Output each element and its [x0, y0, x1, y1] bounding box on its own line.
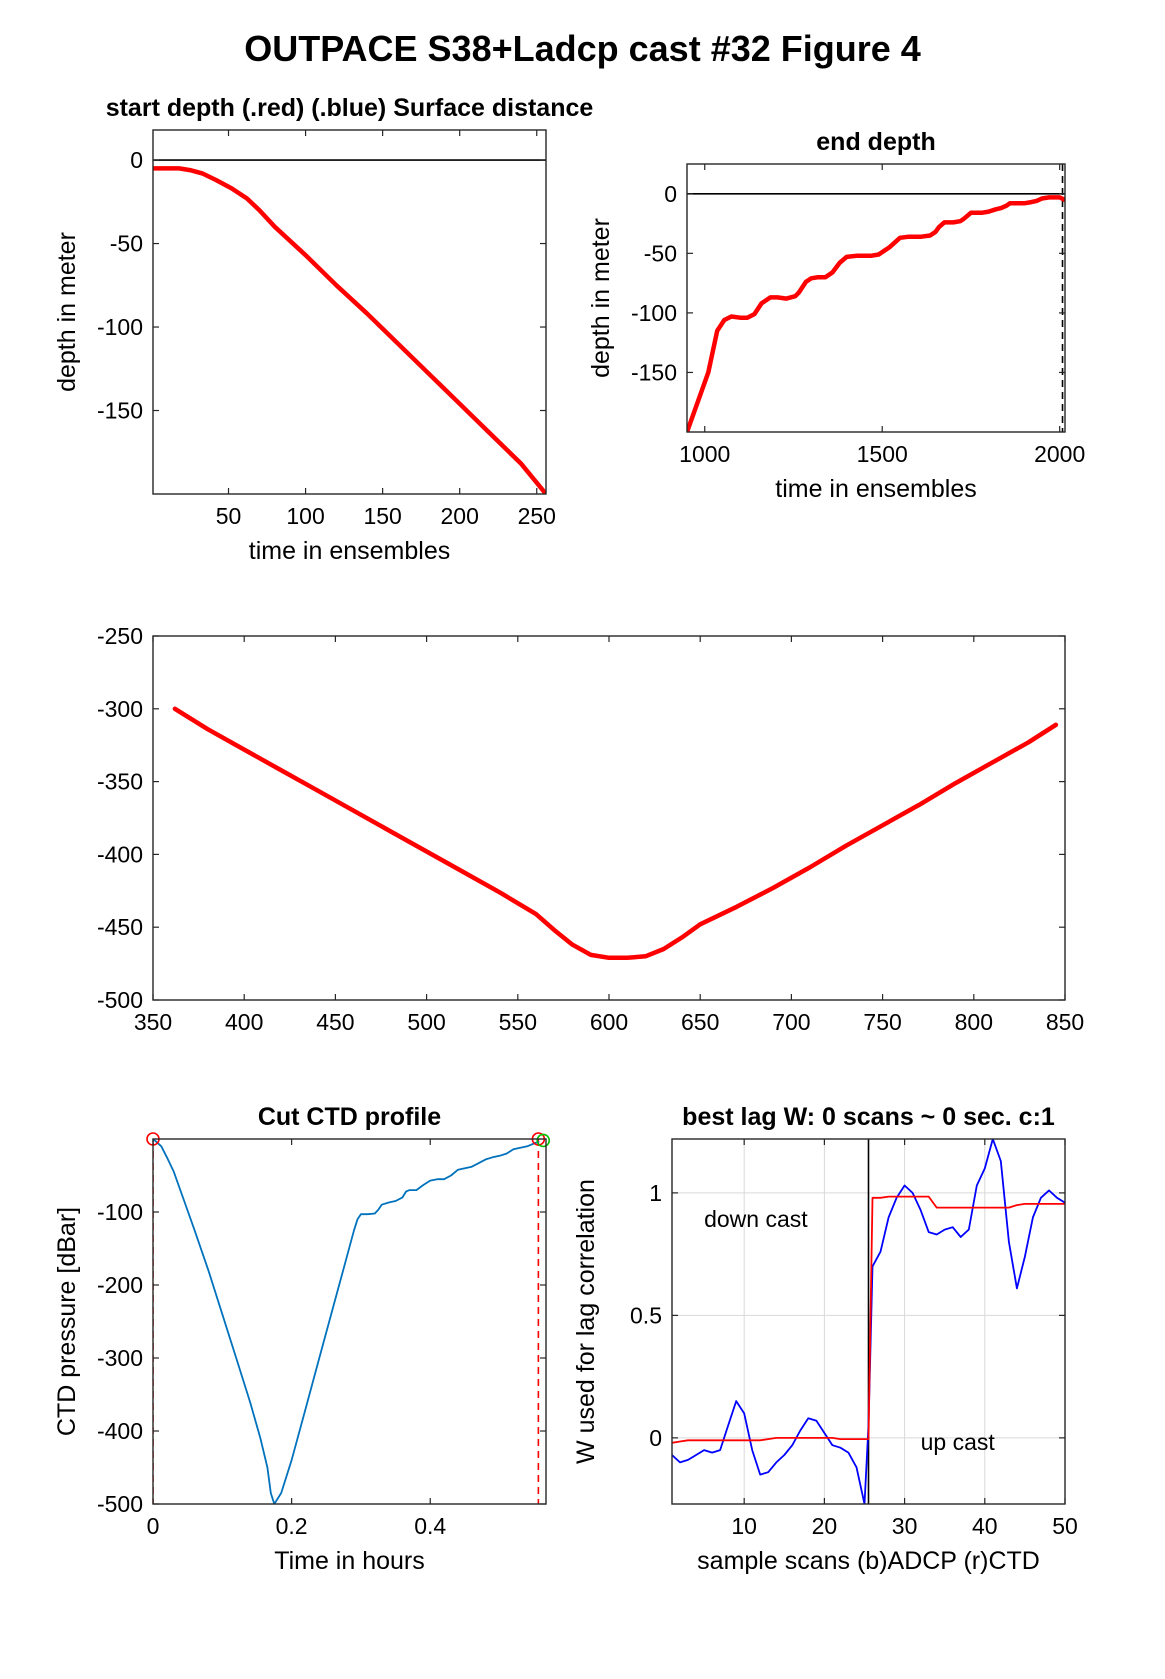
start-depth-chart: 50 100 150 200 250 0 -50 -100 -150 start depth (.… [53, 94, 593, 565]
y-tick-label: -450 [97, 914, 143, 940]
annotation-label: down cast [704, 1206, 808, 1232]
depth-profile-marks [172, 706, 1059, 961]
x-tick-label: 10 [731, 1513, 757, 1539]
y-tick-label: -100 [97, 1199, 143, 1225]
annotation-label: up cast [921, 1429, 996, 1455]
x-tick-label: 1500 [857, 441, 908, 467]
ctd-series-line [672, 1195, 1065, 1444]
x-tick-label: 550 [499, 1009, 537, 1035]
y-tick-label: -350 [97, 769, 143, 795]
y-tick-label: -200 [97, 1272, 143, 1298]
x-tick-label: 100 [286, 503, 324, 529]
best-lag-xlabel: sample scans (b)ADCP (r)CTD [697, 1547, 1040, 1575]
start-depth-marks [153, 159, 546, 494]
best-lag-ylabel: W used for lag correlation [572, 1179, 600, 1464]
x-tick-label: 50 [1052, 1513, 1078, 1539]
y-tick-label: -500 [97, 1491, 143, 1517]
x-tick-label: 200 [441, 503, 479, 529]
best-lag-axes-box [671, 1138, 1066, 1505]
x-tick-label: 40 [972, 1513, 998, 1539]
x-tick-label: 250 [518, 503, 556, 529]
cut-ctd-profile-xlabel: Time in hours [274, 1547, 425, 1575]
end-depth-series-line [687, 195, 1065, 432]
x-tick-label: 150 [363, 503, 401, 529]
x-tick-label: 400 [225, 1009, 263, 1035]
figure-title: OUTPACE S38+Ladcp cast #32 Figure 4 [244, 28, 921, 69]
x-tick-label: 450 [316, 1009, 354, 1035]
cut-ctd-profile-chart: 0 0.2 0.4 -100 -200 -300 -400 -500 Cut CTD profi… [53, 1103, 551, 1575]
y-tick-label: -100 [631, 300, 677, 326]
y-tick-label: -400 [97, 1418, 143, 1444]
end-depth-title: end depth [816, 128, 935, 156]
x-tick-label: 600 [590, 1009, 628, 1035]
start-depth-plot-area [153, 130, 546, 494]
x-tick-label: 30 [892, 1513, 918, 1539]
depth-profile-plot-area [153, 636, 1065, 1000]
y-tick-label: 1 [649, 1180, 662, 1206]
start-depth-ylabel: depth in meter [53, 232, 81, 392]
best-lag-marks [672, 1139, 1065, 1504]
end-depth-marks [687, 164, 1065, 432]
y-tick-label: -500 [97, 987, 143, 1013]
y-tick-label: -250 [97, 623, 143, 649]
y-tick-label: -150 [631, 359, 677, 385]
y-tick-label: -100 [97, 314, 143, 340]
end-depth-ylabel: depth in meter [587, 218, 615, 378]
x-tick-label: 500 [407, 1009, 445, 1035]
y-tick-label: 0 [664, 181, 677, 207]
start-depth-xlabel: time in ensembles [249, 537, 450, 565]
x-tick-label: 350 [134, 1009, 172, 1035]
end-depth-axes-box [686, 163, 1066, 433]
depth-profile-series-line [172, 706, 1059, 961]
y-tick-label: 0 [130, 147, 143, 173]
x-tick-label: 700 [772, 1009, 810, 1035]
y-tick-label: -50 [110, 231, 143, 257]
y-tick-label: -50 [644, 240, 677, 266]
best-lag-title: best lag W: 0 scans ~ 0 sec. c:1 [682, 1103, 1055, 1131]
cut-ctd-profile-axes-box [152, 1138, 547, 1505]
y-tick-label: -300 [97, 696, 143, 722]
x-tick-label: 0.2 [276, 1513, 308, 1539]
cut-ctd-profile-ylabel: CTD pressure [dBar] [53, 1207, 81, 1436]
y-tick-label: 0 [649, 1425, 662, 1451]
x-tick-label: 750 [863, 1009, 901, 1035]
start-depth-title: start depth (.red) (.blue) Surface dista… [106, 94, 594, 122]
x-tick-label: 800 [955, 1009, 993, 1035]
start-depth-series-line [153, 166, 546, 494]
x-tick-label: 0.4 [414, 1513, 446, 1539]
endpoint-marker [536, 1133, 551, 1148]
x-tick-label: 1000 [679, 441, 730, 467]
end-depth-chart: 1000 1500 2000 0 -50 -100 -150 end depth time in… [587, 128, 1085, 503]
end-depth-xlabel: time in ensembles [775, 475, 976, 503]
y-tick-label: 0.5 [630, 1302, 662, 1328]
y-tick-label: -150 [97, 398, 143, 424]
x-tick-label: 20 [812, 1513, 838, 1539]
x-tick-label: 50 [216, 503, 242, 529]
x-tick-label: 0 [147, 1513, 160, 1539]
cut-ctd-profile-plot-area [153, 1139, 546, 1504]
start-depth-axes-box [152, 129, 547, 495]
depth-profile-chart: 350 400 450 500 550 600 650 700 750 800 850 -250 -30… [97, 623, 1084, 1035]
best-lag-chart: 10 20 30 40 50 0 0.5 1 best lag W: 0 scans ~ 0 s… [572, 1103, 1078, 1575]
y-tick-label: -300 [97, 1345, 143, 1371]
cut-ctd-profile-series-line [153, 1139, 540, 1504]
cut-ctd-profile-marks [153, 1139, 540, 1504]
x-tick-label: 2000 [1034, 441, 1085, 467]
y-tick-label: -400 [97, 841, 143, 867]
cut-ctd-profile-title: Cut CTD profile [258, 1103, 441, 1131]
x-tick-label: 850 [1046, 1009, 1084, 1035]
x-tick-label: 650 [681, 1009, 719, 1035]
